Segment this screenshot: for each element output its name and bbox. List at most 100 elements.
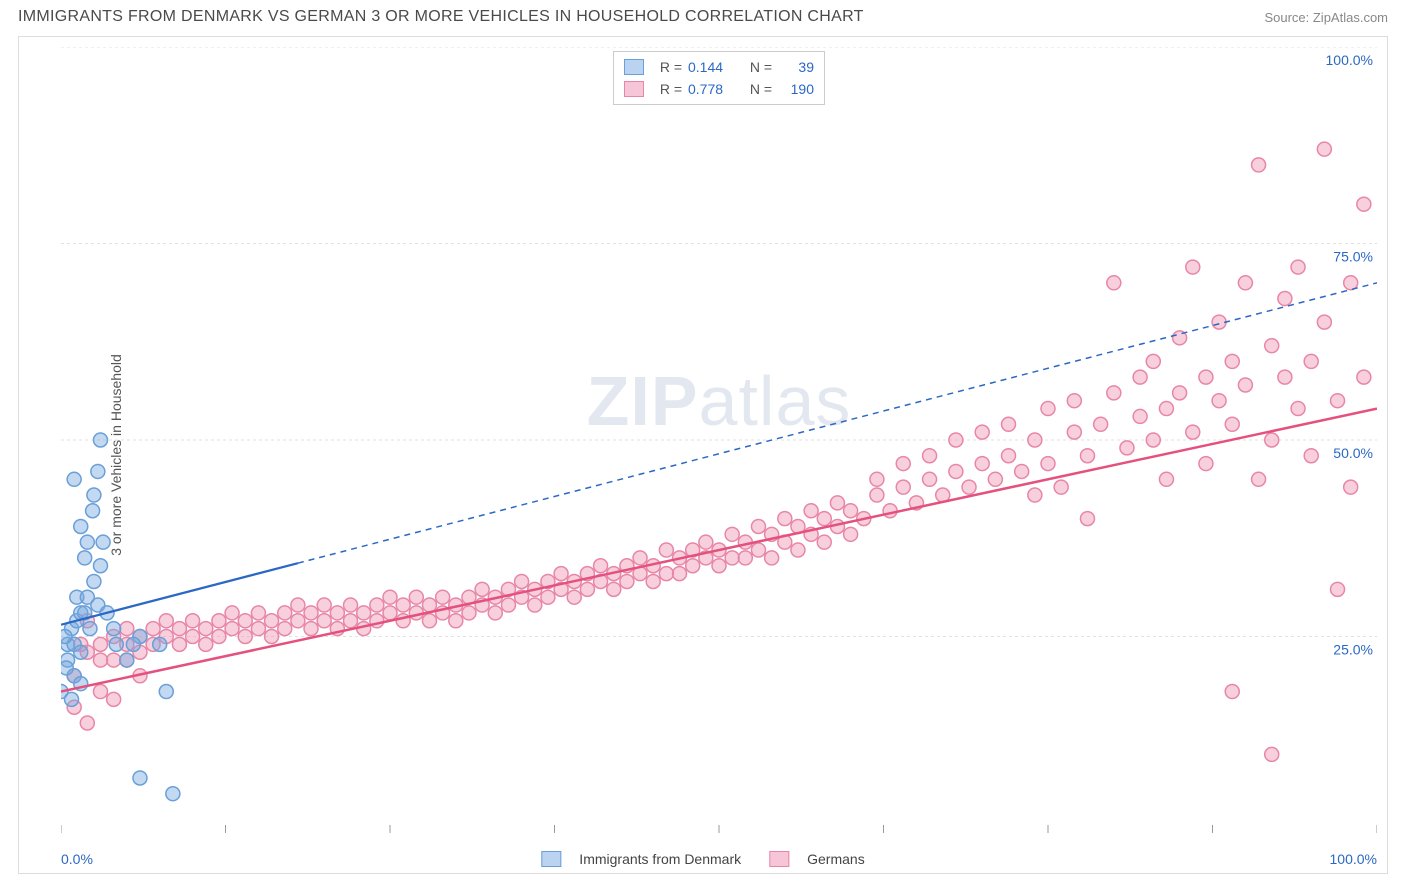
- germans-point: [107, 692, 121, 706]
- germans-point: [344, 598, 358, 612]
- denmark-point: [65, 692, 79, 706]
- denmark-point: [133, 771, 147, 785]
- germans-point: [1225, 417, 1239, 431]
- germans-point: [1159, 472, 1173, 486]
- germans-point: [225, 606, 239, 620]
- germans-point: [686, 559, 700, 573]
- denmark-point: [86, 504, 100, 518]
- germans-point: [844, 504, 858, 518]
- germans-point: [1133, 370, 1147, 384]
- germans-point: [844, 527, 858, 541]
- denmark-point: [126, 637, 140, 651]
- germans-point: [199, 622, 213, 636]
- germans-point: [1186, 260, 1200, 274]
- germans-point: [159, 614, 173, 628]
- denmark-point: [67, 472, 81, 486]
- x-axis-min-label: 0.0%: [61, 851, 93, 867]
- germans-point: [817, 535, 831, 549]
- germans-n-value: 190: [774, 81, 814, 97]
- germans-point: [1159, 402, 1173, 416]
- germans-point: [1291, 260, 1305, 274]
- denmark-point: [93, 433, 107, 447]
- germans-point: [1278, 370, 1292, 384]
- denmark-point: [61, 630, 72, 644]
- denmark-point: [80, 535, 94, 549]
- germans-point: [1357, 197, 1371, 211]
- germans-point: [541, 590, 555, 604]
- germans-point: [80, 716, 94, 730]
- germans-point: [1067, 394, 1081, 408]
- germans-point: [317, 598, 331, 612]
- germans-point: [357, 606, 371, 620]
- denmark-point: [78, 551, 92, 565]
- germans-r-value: 0.778: [684, 81, 744, 97]
- germans-point: [962, 480, 976, 494]
- legend-label-germans: Germans: [807, 851, 865, 867]
- germans-point: [594, 559, 608, 573]
- germans-point: [1212, 394, 1226, 408]
- denmark-n-value: 39: [774, 59, 814, 75]
- germans-point: [475, 582, 489, 596]
- correlation-stats-box: R = 0.144 N = 39 R = 0.778 N = 190: [613, 51, 825, 105]
- germans-point: [304, 622, 318, 636]
- germans-point: [409, 590, 423, 604]
- germans-point: [1265, 339, 1279, 353]
- denmark-point: [96, 535, 110, 549]
- germans-point: [1146, 354, 1160, 368]
- y-tick-label: 100.0%: [1326, 52, 1373, 68]
- germans-point: [278, 606, 292, 620]
- germans-point: [1199, 370, 1213, 384]
- germans-point: [923, 472, 937, 486]
- germans-point: [725, 551, 739, 565]
- y-tick-label: 50.0%: [1333, 445, 1373, 461]
- germans-point: [1041, 402, 1055, 416]
- germans-point: [975, 425, 989, 439]
- germans-point: [186, 614, 200, 628]
- y-tick-label: 25.0%: [1333, 642, 1373, 658]
- chart-title: IMMIGRANTS FROM DENMARK VS GERMAN 3 OR M…: [18, 8, 864, 26]
- germans-point: [1238, 378, 1252, 392]
- germans-point: [317, 614, 331, 628]
- germans-point: [883, 504, 897, 518]
- germans-point: [923, 449, 937, 463]
- germans-point: [330, 606, 344, 620]
- germans-point: [238, 630, 252, 644]
- germans-point: [488, 606, 502, 620]
- germans-point: [725, 527, 739, 541]
- germans-point: [633, 551, 647, 565]
- germans-point: [1212, 315, 1226, 329]
- germans-point: [751, 543, 765, 557]
- germans-point: [186, 630, 200, 644]
- denmark-point: [109, 637, 123, 651]
- germans-point: [949, 433, 963, 447]
- germans-point: [1173, 386, 1187, 400]
- source-attribution: Source: ZipAtlas.com: [1264, 10, 1388, 25]
- denmark-point: [166, 787, 180, 801]
- germans-point: [1120, 441, 1134, 455]
- germans-point: [422, 614, 436, 628]
- germans-point: [1002, 417, 1016, 431]
- germans-point: [199, 637, 213, 651]
- germans-point: [146, 622, 160, 636]
- germans-point: [1002, 449, 1016, 463]
- germans-point: [515, 574, 529, 588]
- denmark-point: [87, 574, 101, 588]
- germans-point: [751, 519, 765, 533]
- germans-point: [344, 614, 358, 628]
- germans-point: [580, 582, 594, 596]
- germans-point: [1278, 292, 1292, 306]
- germans-point: [673, 567, 687, 581]
- germans-point: [212, 614, 226, 628]
- germans-regression-line: [61, 409, 1377, 692]
- denmark-swatch-icon: [624, 59, 644, 75]
- y-tick-label: 75.0%: [1333, 249, 1373, 265]
- germans-point: [1094, 417, 1108, 431]
- denmark-point: [87, 488, 101, 502]
- denmark-point: [159, 685, 173, 699]
- x-axis-max-label: 100.0%: [1330, 851, 1377, 867]
- denmark-point: [91, 464, 105, 478]
- germans-point: [1304, 449, 1318, 463]
- germans-point: [1252, 472, 1266, 486]
- germans-point: [1080, 512, 1094, 526]
- germans-point: [1252, 158, 1266, 172]
